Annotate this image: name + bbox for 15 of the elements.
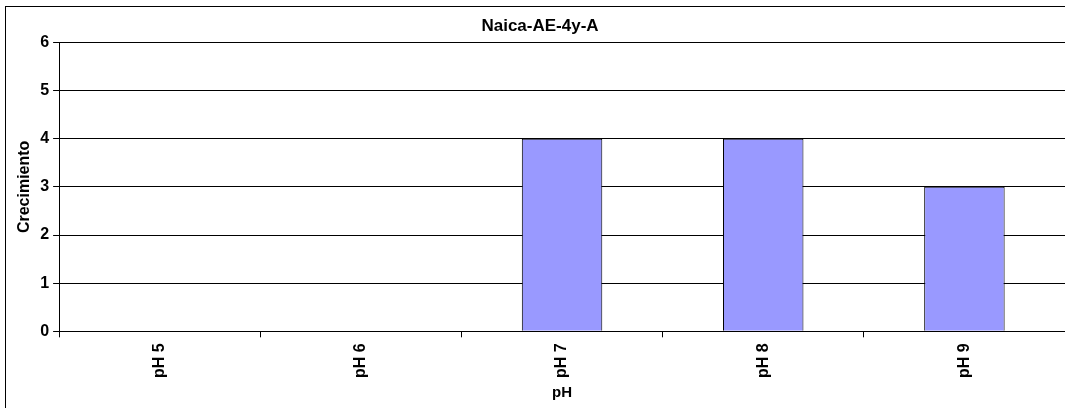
x-axis-title: pH: [552, 383, 573, 401]
y-tick-label: 4: [40, 129, 50, 147]
y-tick-label: 1: [40, 273, 50, 291]
x-tick-label: pH 7: [552, 343, 570, 378]
y-tick-label: 2: [40, 225, 50, 243]
chart-title: Naica-AE-4y-A: [481, 15, 599, 35]
x-tick-label: pH 9: [954, 343, 972, 378]
x-tick-label: pH 6: [351, 343, 369, 378]
y-tick-label: 6: [40, 32, 50, 50]
y-tick-label: 5: [40, 80, 50, 98]
x-tick-label: pH 8: [753, 343, 771, 378]
x-tick-label: pH 5: [150, 343, 168, 378]
y-tick-label: 3: [40, 177, 50, 195]
y-axis-title: Crecimiento: [15, 140, 33, 234]
y-tick-label: 0: [40, 321, 50, 339]
